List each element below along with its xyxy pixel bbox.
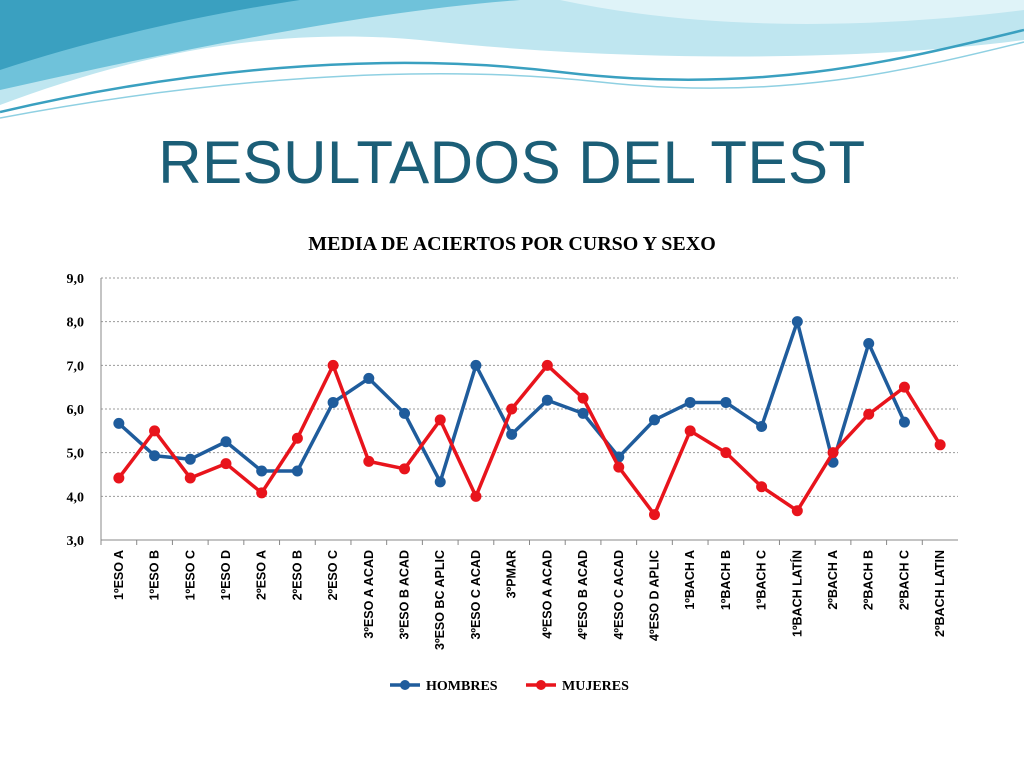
series-line (117, 363, 942, 517)
data-point (684, 396, 696, 408)
data-point (756, 481, 768, 493)
data-point (256, 465, 268, 477)
data-point (363, 372, 375, 384)
x-tick-label: 2ºBACH A (826, 550, 840, 610)
chart-title: MEDIA DE ACIERTOS POR CURSO Y SEXO (308, 233, 716, 255)
y-tick-label: 8,0 (67, 316, 85, 331)
x-tick-label: 4ºESO C ACAD (612, 550, 626, 640)
legend-label: MUJERES (562, 679, 629, 694)
x-tick-label: 2ºBACH C (897, 550, 911, 610)
data-point (113, 472, 125, 484)
data-point (470, 359, 482, 371)
data-point (434, 476, 446, 488)
x-tick-label: 4ºESO D APLIC (647, 550, 661, 641)
y-tick-label: 9,0 (67, 272, 85, 287)
legend-item: MUJERES (526, 679, 629, 694)
data-point (256, 487, 268, 499)
data-point (791, 316, 803, 328)
series-line (117, 319, 907, 484)
data-point (756, 420, 768, 432)
x-tick-label: 1ºBACH C (755, 550, 769, 610)
y-tick-labels: 3,0 4,0 5,0 6,0 7,0 8,0 9,0 (67, 272, 85, 549)
data-point (363, 455, 375, 467)
x-tick-label: 4ºESO B ACAD (576, 550, 590, 640)
data-point (648, 509, 660, 521)
y-tick-label: 7,0 (67, 359, 85, 374)
data-point (291, 465, 303, 477)
data-point (291, 432, 303, 444)
x-tick-label: 2ºBACH LATIN (933, 550, 947, 637)
data-point (506, 403, 518, 415)
data-point (113, 417, 125, 429)
data-point (184, 472, 196, 484)
x-tick-label: 4ºESO A ACAD (540, 550, 554, 639)
data-point (613, 461, 625, 473)
data-point (399, 407, 411, 419)
slide-title: RESULTADOS DEL TEST (158, 129, 866, 196)
header-swoosh-decoration (0, 0, 1024, 119)
legend-marker (400, 680, 410, 690)
x-tick-label: 1ºESO D (219, 550, 233, 600)
data-point (506, 428, 518, 440)
x-tick-label: 3ºESO B ACAD (398, 550, 412, 640)
x-tick-label: 3ºESO BC APLIC (433, 550, 447, 650)
data-point (149, 450, 161, 462)
data-point (434, 414, 446, 426)
x-tick-label: 3ºESO A ACAD (362, 550, 376, 639)
data-point (220, 458, 232, 470)
data-point (720, 396, 732, 408)
x-tick-label: 1ºBACH LATÍN (789, 550, 804, 637)
x-tick-label: 2ºESO A (255, 550, 269, 600)
data-point (327, 359, 339, 371)
data-point (149, 425, 161, 437)
data-point (720, 447, 732, 459)
x-tick-label: 1ºESO C (183, 550, 197, 600)
y-tick-label: 4,0 (67, 490, 85, 505)
x-tick-label: 2ºESO C (326, 550, 340, 600)
data-point (577, 407, 589, 419)
x-tick-label: 1ºBACH A (683, 550, 697, 610)
data-point (898, 381, 910, 393)
x-tick-label: 3ºESO C ACAD (469, 550, 483, 640)
data-point (184, 453, 196, 465)
data-point (791, 505, 803, 517)
data-point (220, 436, 232, 448)
legend-item: HOMBRES (390, 679, 498, 694)
data-point (934, 439, 946, 451)
x-tick-label: 2ºESO B (290, 550, 304, 600)
data-point (327, 396, 339, 408)
series-layer (113, 316, 946, 521)
series-hombres (113, 316, 910, 488)
x-tick-label: 3ºPMAR (505, 550, 519, 598)
data-point (399, 463, 411, 475)
series-mujeres (113, 359, 946, 521)
data-point (541, 359, 553, 371)
data-point (827, 447, 839, 459)
y-tick-label: 6,0 (67, 403, 85, 418)
data-point (898, 416, 910, 428)
x-tick-label: 1ºESO B (148, 550, 162, 600)
x-tick-label: 1ºESO A (112, 550, 126, 600)
data-point (863, 408, 875, 420)
data-point (648, 414, 660, 426)
y-tick-label: 5,0 (67, 447, 85, 462)
legend-marker (536, 680, 546, 690)
y-tick-label: 3,0 (67, 534, 85, 549)
data-point (577, 392, 589, 404)
data-point (541, 394, 553, 406)
data-point (684, 425, 696, 437)
gridlines (101, 277, 958, 497)
legend-label: HOMBRES (426, 679, 498, 694)
data-point (470, 490, 482, 502)
x-tick-label: 1ºBACH B (719, 550, 733, 610)
legend: HOMBRES MUJERES (390, 679, 629, 694)
data-point (863, 338, 875, 349)
x-tick-label: 2ºBACH B (862, 550, 876, 610)
x-tick-labels: 1ºESO A 1ºESO B 1ºESO C 1ºESO D 2ºESO A 2ºESO… (100, 540, 947, 650)
